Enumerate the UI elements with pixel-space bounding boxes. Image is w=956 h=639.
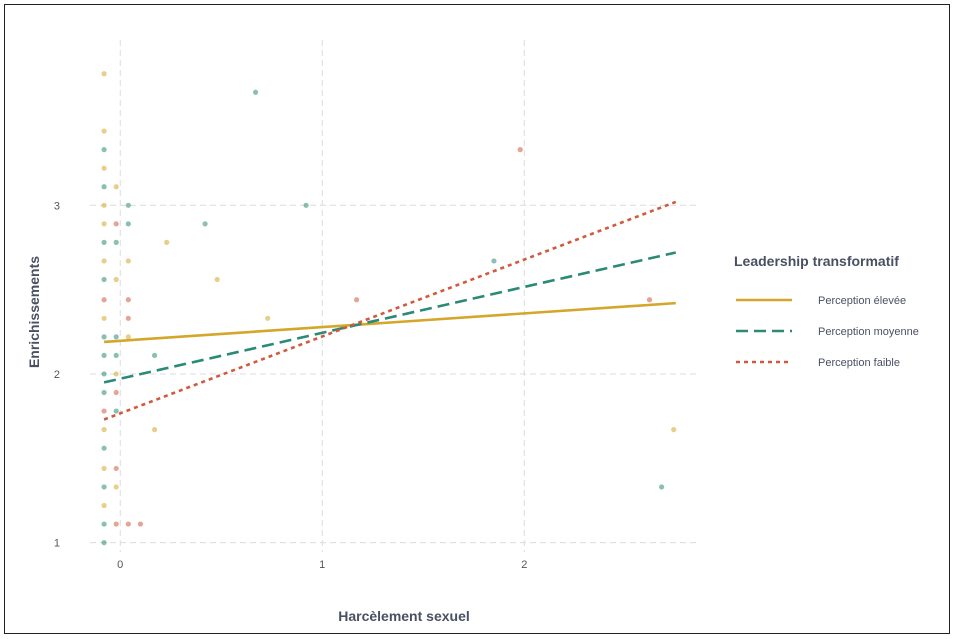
scatter-point-43 [137, 521, 144, 527]
scatter-point-34 [113, 484, 119, 490]
scatter-point-36 [125, 202, 131, 208]
scatter-point-6 [101, 221, 107, 227]
scatter-point-35 [113, 521, 119, 527]
scatter-point-19 [101, 465, 107, 472]
scatter-point-5 [101, 202, 107, 208]
scatter-point-46 [164, 239, 170, 245]
scatter-point-41 [125, 334, 131, 340]
legend-label-2: Perception faible [818, 357, 900, 369]
scatter-point-16 [101, 408, 107, 414]
scatter-point-10 [101, 297, 107, 303]
scatter-point-21 [101, 502, 107, 509]
scatter-point-50 [265, 315, 271, 321]
scatter-point-14 [101, 371, 107, 377]
scatter-point-48 [214, 276, 220, 283]
legend-label-1: Perception moyenne [818, 326, 919, 338]
scatter-point-25 [113, 221, 119, 227]
chart-frame [4, 4, 950, 634]
y-tick-labels: 1 2 3 [54, 200, 60, 549]
scatter-point-23 [101, 540, 107, 546]
scatter-point-45 [151, 427, 158, 433]
scatter-point-3 [101, 165, 107, 171]
scatter-point-28 [113, 334, 119, 340]
scatter-point-39 [125, 297, 131, 303]
scatter-point-30 [113, 371, 119, 377]
legend-label-0: Perception élevée [818, 295, 906, 307]
scatter-point-33 [113, 465, 119, 472]
y-axis-title: Enrichissements [26, 256, 42, 368]
series-line-0 [103, 301, 676, 344]
series-line-1 [103, 251, 677, 384]
x-tick-labels: 0 1 2 [117, 559, 527, 571]
x-axis-title: Harcèlement sexuel [338, 608, 470, 624]
scatter-point-17 [101, 427, 107, 433]
grid-lines [90, 40, 700, 552]
scatter-point-22 [101, 521, 107, 527]
scatter-point-1 [101, 128, 107, 134]
scatter-point-40 [125, 315, 131, 321]
scatter-point-0 [101, 71, 107, 77]
scatter-point-55 [646, 297, 653, 303]
scatter-point-47 [202, 221, 208, 227]
scatter-point-38 [125, 258, 131, 264]
scatter-point-53 [491, 258, 497, 264]
scatter-point-11 [101, 315, 107, 321]
regression-lines [103, 200, 677, 421]
x-tick-label-0: 0 [117, 559, 123, 571]
scatter-point-42 [125, 521, 131, 527]
scatter-point-51 [303, 202, 309, 208]
scatter-point-7 [101, 239, 107, 245]
y-tick-label-2: 3 [54, 200, 60, 212]
scatter-point-13 [101, 352, 107, 359]
scatter-point-54 [517, 147, 523, 153]
scatter-point-31 [113, 389, 119, 396]
scatter-point-26 [113, 239, 119, 245]
series-line-2 [103, 200, 677, 421]
scatter-point-44 [151, 352, 158, 359]
y-tick-label-0: 1 [54, 538, 60, 550]
scatter-point-18 [101, 445, 107, 451]
scatter-point-20 [101, 484, 107, 490]
scatter-point-37 [125, 221, 131, 227]
scatter-point-52 [353, 297, 360, 303]
scatter-point-56 [659, 484, 665, 490]
scatter-point-27 [113, 276, 119, 283]
scatter-point-29 [113, 352, 119, 359]
scatter-point-8 [101, 258, 107, 264]
scatter-point-2 [101, 147, 107, 153]
y-tick-label-1: 2 [54, 369, 60, 381]
scatter-point-12 [101, 334, 107, 340]
scatter-point-9 [101, 276, 107, 283]
scatter-point-4 [101, 184, 107, 190]
legend: Leadership transformatif Perception élev… [734, 253, 919, 369]
scatter-point-32 [113, 408, 119, 414]
x-tick-label-2: 2 [521, 559, 527, 571]
scatter-point-15 [101, 389, 107, 396]
scatter-points [101, 71, 677, 546]
legend-title: Leadership transformatif [734, 253, 899, 269]
scatter-point-24 [113, 184, 119, 190]
scatter-point-49 [252, 89, 259, 95]
scatter-point-57 [671, 427, 677, 433]
x-tick-label-1: 1 [319, 559, 325, 571]
